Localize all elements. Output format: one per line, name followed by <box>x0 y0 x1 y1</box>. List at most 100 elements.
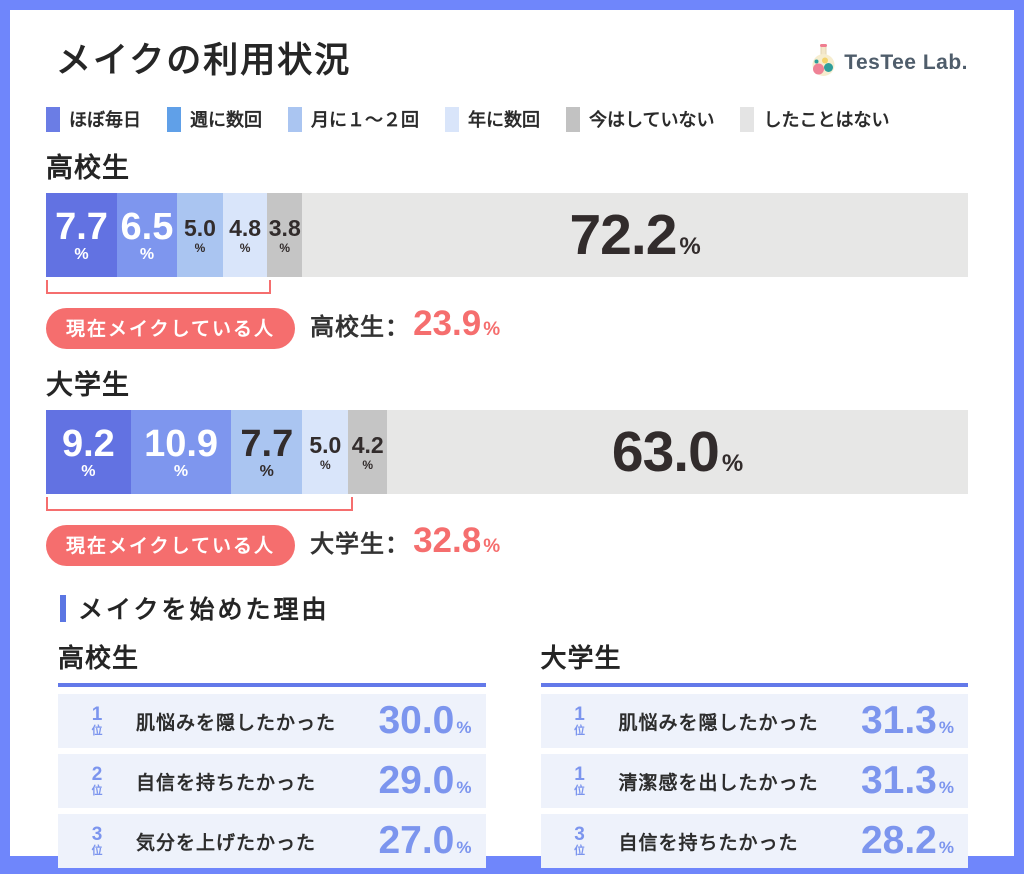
segment-value: 6.5 <box>120 205 174 248</box>
legend-item: 年に数回 <box>445 106 540 132</box>
segment-value: 72.2 <box>569 202 677 267</box>
legend-item: 月に１〜２回 <box>288 106 419 132</box>
group-highschool: 高校生 7.7% 6.5% 5.0% 4.8% 3.8% 72.2% <box>46 146 968 349</box>
percent-sign: % <box>721 449 744 477</box>
reason-percent: 28.2 <box>860 819 937 862</box>
header: メイクの利用状況 TesTee Lab. <box>46 32 968 86</box>
rank-number: 1 <box>91 704 103 725</box>
reason-percent: 30.0 <box>378 699 455 742</box>
column-heading: 高校生 <box>58 643 140 673</box>
percent-sign: % <box>456 718 472 737</box>
current-makeup-bracket <box>46 497 353 511</box>
rank-number: 3 <box>574 824 585 845</box>
page-title: メイクの利用状況 <box>56 41 352 80</box>
reason-percent: 31.3 <box>860 699 937 742</box>
segment-value: 7.7 <box>240 422 294 465</box>
rank-suffix: 位 <box>91 725 103 737</box>
bar-segment: 9.2% <box>46 410 131 494</box>
reason-label: 肌悩みを隠したかった <box>136 712 337 734</box>
rank-suffix: 位 <box>574 845 585 857</box>
current-makeup-badge: 現在メイクしている人 <box>46 308 296 349</box>
bar-segment: 10.9% <box>130 410 232 494</box>
bar-segment: 5.0% <box>302 410 349 494</box>
rank-suffix: 位 <box>91 845 103 857</box>
group-heading: 高校生 <box>46 153 130 183</box>
percent-sign: % <box>81 462 96 480</box>
reason-percent: 31.3 <box>860 759 937 802</box>
segment-value: 4.8 <box>229 214 262 241</box>
section-header: メイクを始めた理由 <box>60 590 968 626</box>
current-makeup-bracket <box>46 280 271 294</box>
percent-sign: % <box>239 240 251 255</box>
percent-sign: % <box>194 240 206 255</box>
legend-label: 今はしていない <box>589 110 715 130</box>
percent-sign: % <box>483 536 501 557</box>
bar-segment: 7.7% <box>231 410 303 494</box>
percent-sign: % <box>679 232 701 260</box>
legend-swatch-icon <box>46 106 60 132</box>
reason-label: 自信を持ちたかった <box>136 772 317 794</box>
percent-sign: % <box>139 245 155 263</box>
reason-value: 30.0% <box>378 699 471 743</box>
percent-sign: % <box>319 457 331 472</box>
segment-value: 4.2 <box>351 431 384 458</box>
current-makeup-row: 現在メイクしている人 高校生： 23.9 % <box>46 304 968 349</box>
rank-number: 3 <box>91 824 103 845</box>
brand-name: TesTee Lab. <box>844 50 968 74</box>
accent-bar-icon <box>60 594 66 622</box>
percent-sign: % <box>279 240 291 255</box>
legend-swatch-icon <box>740 106 755 132</box>
reason-value: 31.3% <box>861 759 954 803</box>
percent-sign: % <box>173 462 189 480</box>
legend-label: 月に１〜２回 <box>311 110 419 130</box>
rank-number: 2 <box>91 764 103 785</box>
stacked-bar-university: 9.2% 10.9% 7.7% 5.0% 4.2% 63.0% <box>46 410 968 494</box>
percent-sign: % <box>938 718 954 737</box>
percent-sign: % <box>259 462 274 480</box>
reason-value: 29.0% <box>378 759 471 803</box>
legend-item: 今はしていない <box>566 106 714 132</box>
group-heading: 大学生 <box>46 370 130 400</box>
bar-segment: 63.0% <box>387 410 968 494</box>
reason-label: 自信を持ちたかった <box>618 832 799 854</box>
current-value: 32.8 <box>413 521 482 560</box>
bar-segment: 3.8% <box>267 193 303 277</box>
stacked-bar-highschool: 7.7% 6.5% 5.0% 4.8% 3.8% 72.2% <box>46 193 968 277</box>
reason-value: 31.3% <box>861 699 954 743</box>
content: メイクの利用状況 TesTee Lab. <box>10 10 1014 874</box>
bar-segment: 4.2% <box>348 410 388 494</box>
rank-suffix: 位 <box>91 785 103 797</box>
segment-value: 10.9 <box>144 422 219 465</box>
legend-swatch-icon <box>445 106 459 132</box>
rank-suffix: 位 <box>574 725 585 737</box>
testee-flask-icon <box>810 42 837 83</box>
column-heading: 大学生 <box>540 643 622 673</box>
current-makeup-row: 現在メイクしている人 大学生： 32.8 % <box>46 521 968 566</box>
current-group-label: 高校生： <box>310 314 411 341</box>
bar-segment: 6.5% <box>116 193 177 277</box>
reason-percent: 27.0 <box>378 819 455 862</box>
brand-logo: TesTee Lab. <box>810 42 968 83</box>
section-title: メイクを始めた理由 <box>78 596 330 624</box>
legend-swatch-icon <box>566 106 580 132</box>
percent-sign: % <box>938 838 954 857</box>
legend-swatch-icon <box>167 106 181 132</box>
legend-label: ほぼ毎日 <box>69 110 141 130</box>
segment-value: 7.7 <box>55 205 108 248</box>
legend-label: 年に数回 <box>468 110 540 130</box>
percent-sign: % <box>483 319 501 340</box>
